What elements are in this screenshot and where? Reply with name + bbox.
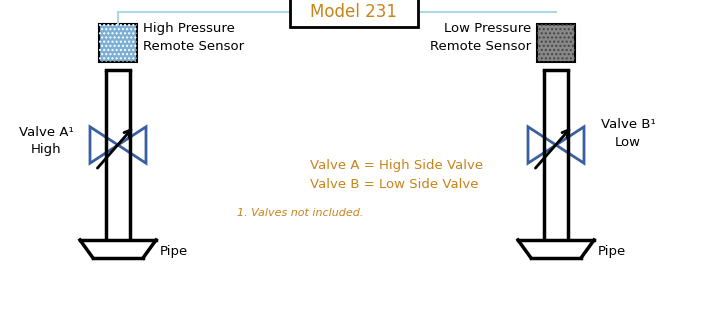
Text: Pipe: Pipe xyxy=(598,245,627,259)
Text: Low Pressure
Remote Sensor: Low Pressure Remote Sensor xyxy=(430,22,531,53)
Bar xyxy=(99,24,137,62)
Text: 1. Valves not included.: 1. Valves not included. xyxy=(237,208,363,218)
Text: Valve A¹
High: Valve A¹ High xyxy=(18,126,74,156)
Text: Model 231: Model 231 xyxy=(311,3,397,21)
Text: Valve A = High Side Valve: Valve A = High Side Valve xyxy=(310,158,483,172)
Bar xyxy=(537,24,575,62)
Bar xyxy=(290,0,418,27)
Bar xyxy=(99,24,137,62)
Text: High Pressure
Remote Sensor: High Pressure Remote Sensor xyxy=(143,22,244,53)
Bar xyxy=(537,24,575,62)
Text: Pipe: Pipe xyxy=(160,245,188,259)
Text: Valve B¹
Low: Valve B¹ Low xyxy=(600,117,656,148)
Text: Valve B = Low Side Valve: Valve B = Low Side Valve xyxy=(310,178,479,192)
